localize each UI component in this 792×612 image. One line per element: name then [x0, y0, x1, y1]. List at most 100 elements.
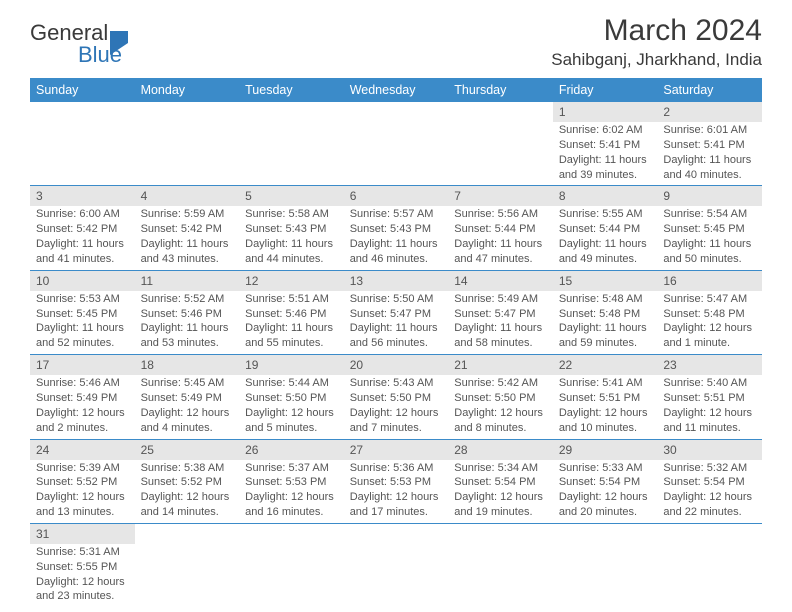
sunrise-text: Sunrise: 5:50 AM — [350, 292, 443, 307]
logo-text: General Blue — [30, 22, 128, 66]
day-info-cell: Sunrise: 5:50 AMSunset: 5:47 PMDaylight:… — [344, 291, 449, 355]
logo: General Blue — [30, 22, 128, 66]
day-info-cell: Sunrise: 5:31 AMSunset: 5:55 PMDaylight:… — [30, 544, 135, 607]
sunrise-text: Sunrise: 5:33 AM — [559, 461, 652, 476]
day-number-cell: 28 — [448, 439, 553, 460]
daylight-text: Daylight: 11 hours and 43 minutes. — [141, 237, 234, 267]
day-info-row: Sunrise: 5:39 AMSunset: 5:52 PMDaylight:… — [30, 460, 762, 524]
day-number-cell — [448, 523, 553, 544]
sunrise-text: Sunrise: 5:52 AM — [141, 292, 234, 307]
day-number-cell: 11 — [135, 270, 240, 291]
day-info-cell: Sunrise: 6:02 AMSunset: 5:41 PMDaylight:… — [553, 122, 658, 186]
daylight-text: Daylight: 12 hours and 13 minutes. — [36, 490, 129, 520]
day-info-cell: Sunrise: 5:41 AMSunset: 5:51 PMDaylight:… — [553, 375, 658, 439]
daylight-text: Daylight: 12 hours and 2 minutes. — [36, 406, 129, 436]
sunset-text: Sunset: 5:54 PM — [559, 475, 652, 490]
day-number-row: 24252627282930 — [30, 439, 762, 460]
day-number-cell: 4 — [135, 186, 240, 207]
day-info-cell: Sunrise: 5:39 AMSunset: 5:52 PMDaylight:… — [30, 460, 135, 524]
title-block: March 2024 Sahibganj, Jharkhand, India — [551, 14, 762, 70]
daylight-text: Daylight: 11 hours and 40 minutes. — [663, 153, 756, 183]
sunset-text: Sunset: 5:43 PM — [245, 222, 338, 237]
sunrise-text: Sunrise: 5:36 AM — [350, 461, 443, 476]
day-number-cell — [135, 523, 240, 544]
sunset-text: Sunset: 5:42 PM — [36, 222, 129, 237]
day-number-cell: 9 — [657, 186, 762, 207]
day-info-cell: Sunrise: 5:57 AMSunset: 5:43 PMDaylight:… — [344, 206, 449, 270]
weekday-header: Monday — [135, 78, 240, 102]
day-info-cell — [344, 544, 449, 607]
sunrise-text: Sunrise: 6:00 AM — [36, 207, 129, 222]
day-info-cell: Sunrise: 5:36 AMSunset: 5:53 PMDaylight:… — [344, 460, 449, 524]
day-info-cell: Sunrise: 5:40 AMSunset: 5:51 PMDaylight:… — [657, 375, 762, 439]
day-info-cell: Sunrise: 5:46 AMSunset: 5:49 PMDaylight:… — [30, 375, 135, 439]
sunrise-text: Sunrise: 5:32 AM — [663, 461, 756, 476]
daylight-text: Daylight: 12 hours and 20 minutes. — [559, 490, 652, 520]
day-info-cell — [657, 544, 762, 607]
weekday-header: Tuesday — [239, 78, 344, 102]
day-info-cell — [448, 544, 553, 607]
sunset-text: Sunset: 5:52 PM — [36, 475, 129, 490]
sunset-text: Sunset: 5:53 PM — [350, 475, 443, 490]
sunset-text: Sunset: 5:55 PM — [36, 560, 129, 575]
daylight-text: Daylight: 11 hours and 39 minutes. — [559, 153, 652, 183]
weekday-header: Saturday — [657, 78, 762, 102]
day-number-cell: 7 — [448, 186, 553, 207]
day-number-cell: 10 — [30, 270, 135, 291]
daylight-text: Daylight: 11 hours and 56 minutes. — [350, 321, 443, 351]
daylight-text: Daylight: 12 hours and 4 minutes. — [141, 406, 234, 436]
sunset-text: Sunset: 5:48 PM — [559, 307, 652, 322]
sunrise-text: Sunrise: 5:44 AM — [245, 376, 338, 391]
weekday-header: Friday — [553, 78, 658, 102]
weekday-header: Sunday — [30, 78, 135, 102]
sunrise-text: Sunrise: 5:56 AM — [454, 207, 547, 222]
sunrise-text: Sunrise: 5:51 AM — [245, 292, 338, 307]
day-info-cell — [553, 544, 658, 607]
day-number-cell: 29 — [553, 439, 658, 460]
day-number-cell: 30 — [657, 439, 762, 460]
sunset-text: Sunset: 5:51 PM — [663, 391, 756, 406]
daylight-text: Daylight: 11 hours and 47 minutes. — [454, 237, 547, 267]
sunset-text: Sunset: 5:50 PM — [245, 391, 338, 406]
day-number-cell: 6 — [344, 186, 449, 207]
sunrise-text: Sunrise: 5:59 AM — [141, 207, 234, 222]
day-number-cell — [239, 102, 344, 122]
sunrise-text: Sunrise: 5:58 AM — [245, 207, 338, 222]
sunrise-text: Sunrise: 5:39 AM — [36, 461, 129, 476]
daylight-text: Daylight: 12 hours and 8 minutes. — [454, 406, 547, 436]
weekday-header: Wednesday — [344, 78, 449, 102]
day-info-cell: Sunrise: 5:44 AMSunset: 5:50 PMDaylight:… — [239, 375, 344, 439]
day-info-cell: Sunrise: 5:59 AMSunset: 5:42 PMDaylight:… — [135, 206, 240, 270]
sunset-text: Sunset: 5:46 PM — [141, 307, 234, 322]
day-number-cell: 12 — [239, 270, 344, 291]
daylight-text: Daylight: 12 hours and 10 minutes. — [559, 406, 652, 436]
day-number-row: 3456789 — [30, 186, 762, 207]
day-number-cell: 13 — [344, 270, 449, 291]
day-number-cell: 18 — [135, 355, 240, 376]
day-number-cell: 25 — [135, 439, 240, 460]
daylight-text: Daylight: 12 hours and 17 minutes. — [350, 490, 443, 520]
sunrise-text: Sunrise: 5:49 AM — [454, 292, 547, 307]
day-number-cell: 16 — [657, 270, 762, 291]
sunset-text: Sunset: 5:50 PM — [350, 391, 443, 406]
day-info-row: Sunrise: 6:00 AMSunset: 5:42 PM Daylight:… — [30, 206, 762, 270]
daylight-text: Daylight: 11 hours and 58 minutes. — [454, 321, 547, 351]
daylight-text: Daylight: 11 hours and 53 minutes. — [141, 321, 234, 351]
sunrise-text: Sunrise: 5:57 AM — [350, 207, 443, 222]
sunset-text: Sunset: 5:46 PM — [245, 307, 338, 322]
daylight-text: Daylight: 11 hours and 55 minutes. — [245, 321, 338, 351]
sunrise-text: Sunrise: 5:38 AM — [141, 461, 234, 476]
logo-word2: Blue — [78, 42, 122, 67]
daylight-text: Daylight: 11 hours and 50 minutes. — [663, 237, 756, 267]
day-number-cell: 19 — [239, 355, 344, 376]
sunset-text: Sunset: 5:44 PM — [559, 222, 652, 237]
sunset-text: Sunset: 5:47 PM — [454, 307, 547, 322]
day-info-cell: Sunrise: 5:52 AMSunset: 5:46 PMDaylight:… — [135, 291, 240, 355]
day-number-cell: 17 — [30, 355, 135, 376]
weekday-header: Thursday — [448, 78, 553, 102]
day-number-cell: 3 — [30, 186, 135, 207]
sunrise-text: Sunrise: 5:53 AM — [36, 292, 129, 307]
day-info-cell: Sunrise: 6:01 AMSunset: 5:41 PMDaylight:… — [657, 122, 762, 186]
day-number-cell — [344, 523, 449, 544]
header: General Blue March 2024 Sahibganj, Jhark… — [30, 14, 762, 70]
